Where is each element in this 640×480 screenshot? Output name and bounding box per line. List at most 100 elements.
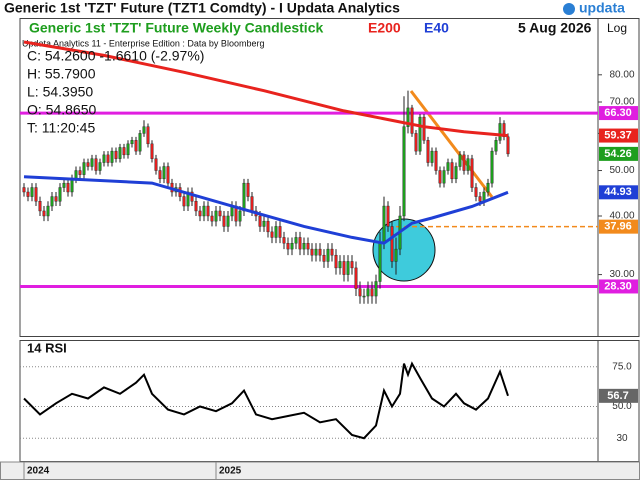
candle-body <box>302 242 306 250</box>
candle-body <box>50 196 54 207</box>
info-line: O: 54.8650 <box>27 102 96 118</box>
candle-body <box>262 220 266 227</box>
candle-body <box>322 254 326 262</box>
candle-body <box>62 182 66 188</box>
candle-body <box>134 140 138 152</box>
candle-body <box>290 242 294 250</box>
candle-body <box>106 154 110 163</box>
close-label-box <box>599 146 638 161</box>
y-tick-label: 80.00 <box>609 69 634 80</box>
date: 5 Aug 2026 <box>518 20 592 36</box>
candle-body <box>78 170 82 175</box>
candle-body <box>82 162 86 175</box>
candle-body <box>70 178 74 193</box>
level-label-box <box>599 219 638 234</box>
candle-body <box>458 154 462 167</box>
candle-body <box>422 116 426 141</box>
candle-body <box>326 248 330 262</box>
y-tick-label: 30.00 <box>609 269 634 280</box>
candle-body <box>318 248 322 256</box>
legend-entry: E40 <box>424 20 449 36</box>
candle-body <box>66 182 70 193</box>
header-title: Generic 1st 'TZT' Future (TZT1 Comdty) -… <box>4 0 400 16</box>
candle-body <box>74 170 78 180</box>
x-tick-label: 2025 <box>219 466 242 477</box>
candle-body <box>478 196 482 202</box>
candle-body <box>282 237 286 244</box>
info-line: L: 54.3950 <box>27 84 93 100</box>
candle-body <box>430 150 434 163</box>
y-tick-label: 70.00 <box>609 97 634 108</box>
candle-body <box>102 154 106 163</box>
candle-body <box>38 201 42 212</box>
candle-body <box>486 182 490 193</box>
candle-body <box>346 261 350 275</box>
level-label: 66.30 <box>604 107 632 119</box>
candle-body <box>182 196 186 207</box>
level-label-box <box>599 279 638 294</box>
candle-body <box>298 237 302 250</box>
candle-body <box>374 281 378 297</box>
moving-average <box>23 175 509 245</box>
scale-label: Log <box>607 21 627 35</box>
candle-body <box>22 187 26 193</box>
rsi-plot <box>20 361 598 440</box>
candle-body <box>434 150 438 171</box>
candle-body <box>26 191 30 197</box>
y-tick-label: 40.00 <box>609 211 634 222</box>
candle-body <box>466 158 470 171</box>
candle-body <box>130 140 134 145</box>
candle-body <box>138 133 142 152</box>
candle-body <box>382 205 386 244</box>
candle-body <box>446 162 450 171</box>
candle-body <box>118 147 122 159</box>
candle-body <box>334 254 338 269</box>
main-plot <box>20 40 598 304</box>
candle-body <box>426 140 430 163</box>
candle-body <box>242 182 246 212</box>
candle-body <box>222 215 226 227</box>
candle-body <box>202 205 206 217</box>
candle-body <box>470 158 474 188</box>
candle-body <box>198 210 202 217</box>
series-last-label-box <box>599 185 638 200</box>
candle-body <box>226 215 230 227</box>
candle-body <box>94 158 98 171</box>
candle-body <box>338 261 342 269</box>
price-axis-frame <box>597 18 640 337</box>
candle-body <box>30 187 34 197</box>
info-line: T: 11:20:45 <box>27 120 95 136</box>
candle-body <box>114 150 118 159</box>
rsi-last-box <box>599 388 638 403</box>
candle-body <box>142 126 146 134</box>
candle-body <box>46 205 50 217</box>
candle-body <box>58 187 62 202</box>
candle-body <box>438 170 442 184</box>
candle-body <box>214 210 218 222</box>
candle-body <box>98 162 102 171</box>
candle-body <box>310 248 314 256</box>
candle-body <box>162 166 166 180</box>
series-last-label: 44.93 <box>604 186 632 198</box>
candle-body <box>122 147 126 156</box>
candle-body <box>218 210 222 217</box>
candle-body <box>330 248 334 256</box>
info-line: H: 55.7900 <box>27 66 96 82</box>
candle-body <box>370 288 374 297</box>
candle-body <box>166 166 170 184</box>
candle-body <box>278 226 282 238</box>
candle-body <box>494 140 498 152</box>
candle-body <box>194 201 198 212</box>
y-tick-label: 50.0 <box>612 401 632 412</box>
candle-body <box>390 226 394 262</box>
logo-icon <box>563 3 575 15</box>
candle-body <box>362 295 366 298</box>
candle-body <box>462 154 466 171</box>
candle-body <box>502 123 506 138</box>
candle-body <box>126 143 130 156</box>
candle-body <box>442 170 446 184</box>
candle-body <box>90 158 94 167</box>
candle-body <box>414 133 418 152</box>
